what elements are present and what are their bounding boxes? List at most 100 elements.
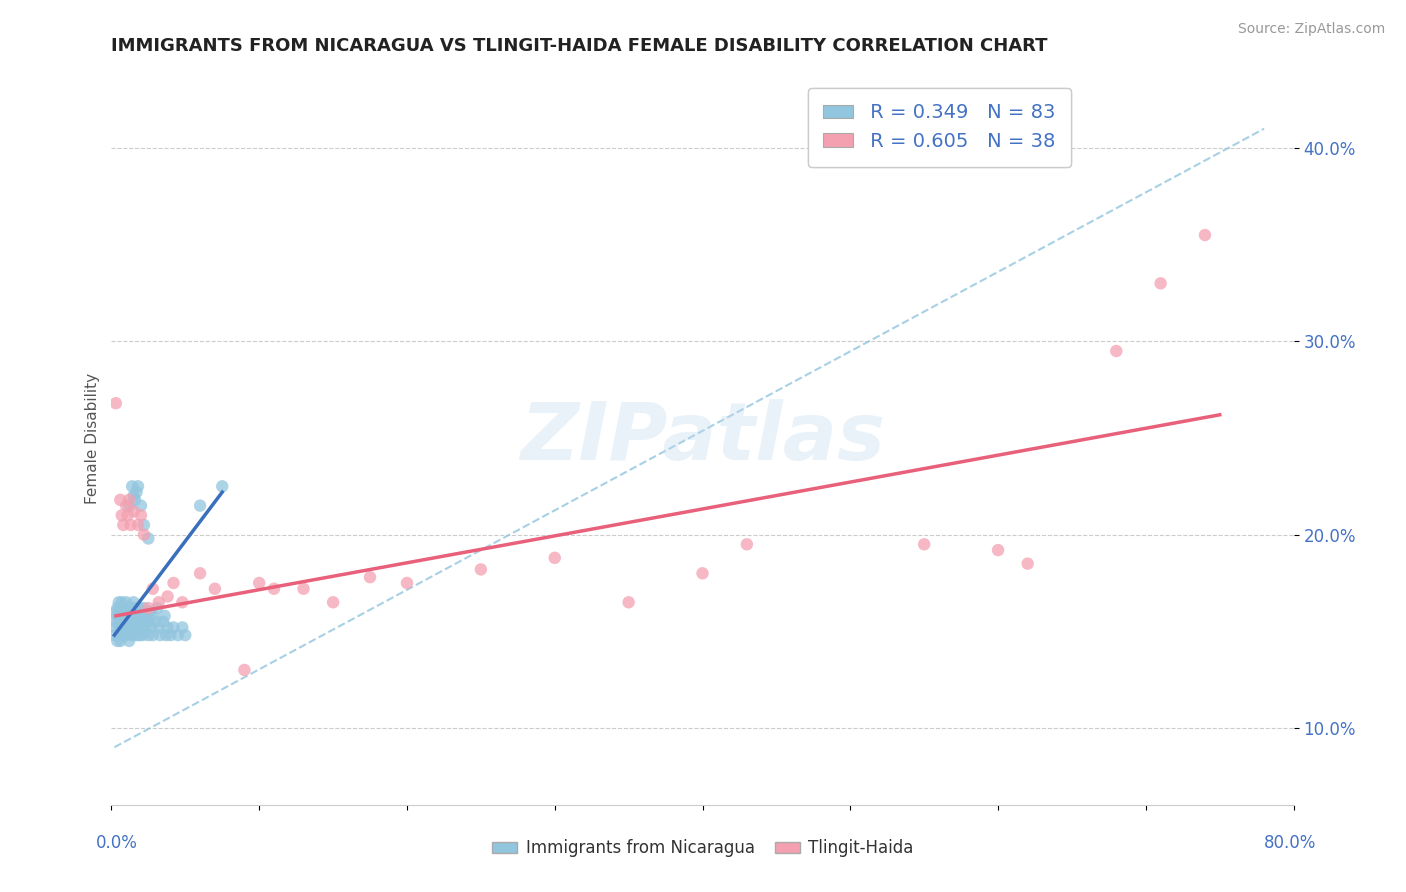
Point: [162, 576, 184, 591]
Point: [132, 615, 155, 629]
Point: [263, 582, 285, 596]
Point: [617, 595, 640, 609]
Point: [127, 620, 149, 634]
Point: [104, 605, 127, 619]
Point: [112, 601, 135, 615]
Point: [470, 562, 492, 576]
Point: [149, 628, 172, 642]
Point: [292, 582, 315, 596]
Point: [115, 608, 138, 623]
Point: [121, 479, 143, 493]
Text: IMMIGRANTS FROM NICARAGUA VS TLINGIT-HAIDA FEMALE DISABILITY CORRELATION CHART: IMMIGRANTS FROM NICARAGUA VS TLINGIT-HAI…: [111, 37, 1047, 55]
Point: [174, 628, 197, 642]
Point: [127, 518, 149, 533]
Point: [120, 620, 142, 634]
Point: [105, 601, 128, 615]
Point: [1105, 344, 1128, 359]
Point: [105, 634, 128, 648]
Point: [115, 595, 138, 609]
Point: [142, 582, 165, 596]
Point: [141, 620, 163, 634]
Point: [148, 620, 170, 634]
Point: [138, 601, 160, 615]
Point: [987, 543, 1010, 558]
Point: [110, 620, 132, 634]
Point: [162, 620, 184, 634]
Point: [211, 479, 233, 493]
Point: [138, 532, 160, 546]
Point: [112, 628, 135, 642]
Point: [138, 628, 160, 642]
Point: [121, 601, 143, 615]
Point: [105, 608, 128, 623]
Point: [132, 518, 155, 533]
Point: [233, 663, 256, 677]
Point: [188, 499, 211, 513]
Point: [117, 615, 139, 629]
Point: [142, 608, 165, 623]
Point: [131, 628, 153, 642]
Point: [128, 628, 150, 642]
Point: [111, 508, 134, 523]
Point: [114, 615, 136, 629]
Point: [359, 570, 381, 584]
Point: [122, 504, 145, 518]
Point: [142, 628, 165, 642]
Point: [117, 601, 139, 615]
Point: [1149, 277, 1171, 291]
Point: [395, 576, 418, 591]
Point: [118, 492, 141, 507]
Point: [111, 608, 134, 623]
Point: [124, 601, 146, 615]
Point: [139, 605, 162, 619]
Point: [1194, 227, 1216, 242]
Text: 80.0%: 80.0%: [1264, 834, 1316, 852]
Point: [122, 620, 145, 634]
Point: [122, 595, 145, 609]
Legend: Immigrants from Nicaragua, Tlingit-Haida: Immigrants from Nicaragua, Tlingit-Haida: [486, 833, 920, 864]
Point: [204, 582, 226, 596]
Point: [129, 508, 152, 523]
Point: [152, 615, 174, 629]
Text: 0.0%: 0.0%: [96, 834, 138, 852]
Point: [112, 518, 135, 533]
Point: [118, 605, 141, 619]
Point: [692, 566, 714, 581]
Point: [127, 479, 149, 493]
Point: [115, 499, 138, 513]
Point: [103, 628, 125, 642]
Point: [122, 608, 145, 623]
Point: [121, 628, 143, 642]
Point: [125, 605, 148, 619]
Point: [110, 634, 132, 648]
Point: [735, 537, 758, 551]
Point: [114, 605, 136, 619]
Text: ZIPatlas: ZIPatlas: [520, 399, 884, 477]
Point: [118, 499, 141, 513]
Point: [114, 620, 136, 634]
Point: [156, 620, 179, 634]
Point: [134, 620, 156, 634]
Point: [120, 608, 142, 623]
Point: [322, 595, 344, 609]
Point: [120, 518, 142, 533]
Point: [111, 620, 134, 634]
Point: [132, 601, 155, 615]
Point: [156, 590, 179, 604]
Point: [121, 615, 143, 629]
Point: [128, 601, 150, 615]
Point: [132, 527, 155, 541]
Point: [110, 492, 132, 507]
Point: [129, 499, 152, 513]
Point: [107, 628, 129, 642]
Point: [107, 615, 129, 629]
Point: [115, 628, 138, 642]
Point: [107, 595, 129, 609]
Point: [118, 634, 141, 648]
Point: [172, 595, 194, 609]
Point: [1017, 557, 1039, 571]
Point: [124, 492, 146, 507]
Point: [125, 485, 148, 500]
Point: [127, 615, 149, 629]
Point: [129, 608, 152, 623]
